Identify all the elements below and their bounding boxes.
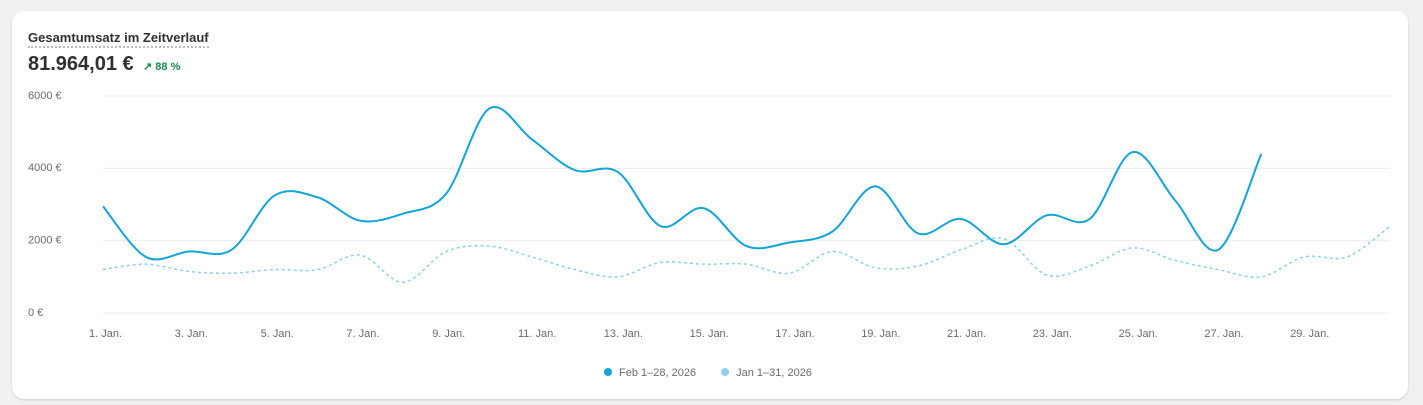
x-tick-label: 17. Jan. [775,328,814,340]
y-tick-label: 2000 € [28,235,62,247]
x-tick-label: 21. Jan. [947,328,986,340]
change-value: 88 % [155,61,181,73]
x-tick-label: 9. Jan. [432,328,465,340]
x-tick-label: 25. Jan. [1119,328,1158,340]
x-tick-label: 1. Jan. [89,328,122,340]
x-tick-label: 23. Jan. [1033,328,1072,340]
x-tick-label: 3. Jan. [175,328,208,340]
legend-label: Jan 1–31, 2026 [736,367,812,379]
card: Gesamtumsatz im Zeitverlauf 81.964,01 € … [12,11,1408,399]
y-tick-label: 4000 € [28,162,62,174]
series-line [102,106,1263,261]
x-tick-label: 15. Jan. [690,328,729,340]
chart: 0 € 2000 € 4000 € 6000 € 1. Jan. 3. Jan. 5. Ja… [28,90,1391,379]
legend-swatch [604,368,612,376]
y-tick-label: 6000 € [28,90,62,102]
x-tick-label: 7. Jan. [346,328,379,340]
series-line [102,225,1391,284]
x-tick-label: 19. Jan. [861,328,900,340]
x-tick-label: 13. Jan. [604,328,643,340]
change: ↗ 88 % [143,61,181,73]
x-tick-label: 11. Jan. [518,328,556,340]
y-tick-label: 0 € [28,307,43,319]
card-title[interactable]: Gesamtumsatz im Zeitverlauf [28,30,209,48]
total-value: 81.964,01 € [28,53,134,75]
x-tick-label: 27. Jan. [1204,328,1243,340]
legend-swatch [721,368,730,376]
x-tick-label: 5. Jan. [261,328,294,340]
legend-label: Feb 1–28, 2026 [619,367,696,379]
x-tick-label: 29. Jan. [1290,328,1329,340]
